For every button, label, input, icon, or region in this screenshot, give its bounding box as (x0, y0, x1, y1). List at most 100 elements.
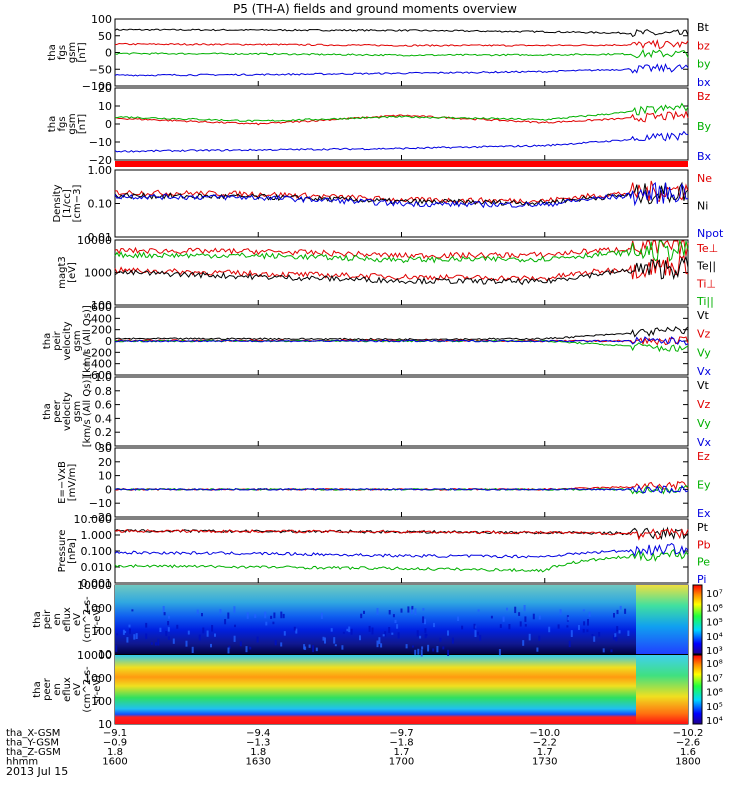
ephemeris-row-label: tha_X-GSM (6, 728, 60, 739)
ephemeris-value: −1.3 (246, 738, 270, 749)
panel-3: Density[1/cc][cm−3] 1.00 0.10 0.01 Ne Ni Npot (52, 164, 724, 244)
ytick-label: 10000 (77, 649, 112, 662)
ion-spectrogram (115, 585, 688, 654)
ephemeris-value: 1.7 (394, 747, 410, 758)
ytick-label: 0.0 (95, 440, 113, 453)
ytick-label: 10.000 (74, 513, 113, 526)
panel-ylabel: Pressure[nPa] (57, 530, 78, 573)
legend-pt: Pt (697, 521, 709, 534)
ytick-label: 10 (98, 470, 112, 483)
legend-by: By (697, 120, 712, 133)
ytick-label: 1.00 (88, 164, 113, 177)
ytick-label: 0.4 (95, 412, 113, 425)
panel-ylabel: magt3[eV] (57, 256, 78, 289)
series-pb (114, 527, 689, 541)
colorbar-label: 10⁶ (706, 603, 723, 614)
electron-spectrogram-recovery (636, 655, 688, 724)
series-bz (114, 109, 689, 126)
legend-pi: Pi (697, 573, 706, 586)
legend-ez: Ez (697, 450, 710, 463)
ytick-label: 50 (98, 30, 112, 43)
panel-6: thapeervelocitygsm[km/s (All Qs)] 1.00.80… (42, 371, 712, 453)
legend-ex: Ex (697, 507, 711, 520)
ytick-label: −10 (89, 497, 112, 510)
series-by (115, 102, 689, 123)
legend-ti: Ti⊥ (696, 277, 716, 290)
series-ex (114, 484, 689, 494)
colorbar-label: 10⁶ (706, 688, 723, 699)
colorbar-label: 10⁵ (706, 618, 723, 629)
series-pi (114, 542, 689, 559)
ytick-label: 100 (91, 625, 112, 638)
ytick-label: −10 (89, 136, 112, 149)
ytick-label: −100 (82, 80, 112, 93)
ytick-label: 0.6 (95, 399, 113, 412)
ytick-label: 30 (98, 442, 112, 455)
colorbar-label: 10⁴ (706, 632, 723, 643)
legend-te: Te⊥ (696, 242, 718, 255)
ytick-label: −20 (89, 511, 112, 524)
date-label: 2013 Jul 15 (6, 765, 68, 778)
legend-pe: Pe (697, 556, 710, 569)
panel-frame (114, 18, 689, 87)
ytick-label: 100 (91, 13, 112, 26)
legend-vz: Vz (697, 328, 711, 341)
ytick-label: 0.100 (81, 545, 113, 558)
ion-spectrogram-recovery (636, 585, 688, 654)
ephemeris-row-label: hhmm (6, 757, 38, 768)
ytick-label: 200 (91, 324, 112, 337)
mode-bar (115, 161, 688, 167)
legend-vz: Vz (697, 398, 711, 411)
panel-2: thafgsgsm[nT] 20 10 0 −10 −20 Bz By Bx (47, 82, 712, 167)
panel-stack: thafgsgsm[nT]100500−50−100Btbzbybxthafgs… (32, 13, 724, 731)
electron-spectrogram (115, 655, 688, 724)
legend-by: by (697, 58, 711, 71)
series-ni (114, 181, 689, 207)
ytick-label: 10 (98, 718, 112, 731)
ephemeris-value: −9.7 (389, 728, 413, 739)
ephemeris-value: 1.7 (537, 747, 553, 758)
ephemeris-value: 1.8 (107, 747, 123, 758)
ytick-label: 100 (91, 695, 112, 708)
legend-bz: bz (697, 39, 710, 52)
ephemeris-value: −10.0 (529, 728, 560, 739)
ephemeris-value: 1.6 (680, 747, 696, 758)
ytick-label: 0 (105, 47, 112, 60)
panel-ylabel: E=−VxB[mV/m] (57, 461, 78, 504)
panel-8: Pressure[nPa] 10.000 1.000 0.100 0.010 0.001 P… (57, 513, 711, 590)
series-bx (114, 62, 689, 77)
colorbar-label: 10⁵ (706, 702, 723, 713)
series-by (114, 48, 689, 59)
ephemeris-value: 1730 (532, 757, 557, 768)
ephemeris-value: −2.2 (533, 738, 557, 749)
series-ti (114, 239, 689, 264)
ytick-label: 100 (91, 299, 112, 312)
ytick-label: 10000 (77, 579, 112, 592)
ytick-label: 0 (105, 335, 112, 348)
ephemeris-value: −2.6 (676, 738, 700, 749)
series-bz (114, 39, 689, 50)
ytick-label: 0.001 (81, 577, 113, 590)
series-vt (114, 326, 689, 341)
panel-9: thapeirenefluxeV(cm^2-s-sr-eV) 10000 1000 1… (32, 579, 689, 661)
legend-ni: Ni (697, 200, 708, 213)
legend-bt: Bt (697, 21, 710, 34)
panel-4: magt3[eV] 10000 1000 100 Te⊥ Te|| Ti⊥ Ti|| (57, 234, 718, 312)
panel-ylabel: thapeirvelocitygsm[km/s (All Qs)] (42, 305, 93, 377)
chart-title: P5 (TH-A) fields and ground moments over… (233, 2, 517, 16)
panel-ylabel: thafgsgsm[nT] (47, 113, 88, 134)
panel-ylabel: Density[1/cc][cm−3] (52, 184, 83, 222)
ephemeris-value: −10.2 (673, 728, 704, 739)
ytick-label: 0.10 (88, 198, 113, 211)
ytick-label: 1000 (84, 267, 112, 280)
panel-frame (114, 447, 689, 518)
panel-frame (114, 87, 689, 161)
colorbar-label: 10⁴ (706, 716, 723, 727)
series-te (114, 254, 689, 286)
ephemeris-value: −9.1 (103, 728, 127, 739)
legend-te: Te|| (696, 260, 716, 273)
ytick-label: 0 (105, 118, 112, 131)
series-vx (114, 336, 689, 346)
legend-vt: Vt (697, 379, 710, 392)
